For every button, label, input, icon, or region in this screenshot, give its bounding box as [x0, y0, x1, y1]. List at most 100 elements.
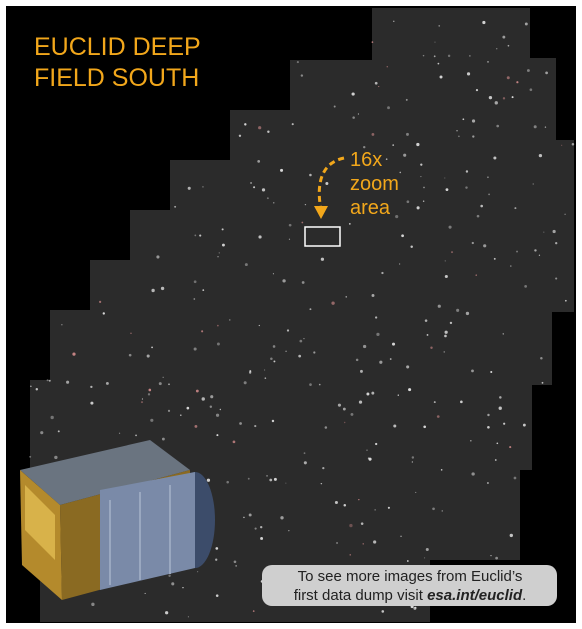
star — [147, 393, 151, 396]
star — [437, 304, 441, 308]
star — [296, 61, 299, 64]
star — [261, 188, 266, 192]
star — [206, 478, 211, 482]
star — [513, 476, 517, 480]
star — [552, 229, 556, 234]
star — [162, 376, 164, 378]
star — [524, 22, 528, 26]
star — [50, 415, 54, 420]
star — [423, 186, 425, 189]
star — [90, 385, 93, 389]
star — [343, 504, 347, 507]
star — [503, 422, 506, 425]
star — [285, 482, 287, 484]
star — [271, 419, 275, 423]
star — [386, 66, 388, 68]
caption-link: esa.int/euclid — [427, 587, 523, 604]
star — [540, 357, 543, 360]
title-line: EUCLID DEEP — [34, 33, 201, 61]
star — [320, 482, 323, 485]
star — [337, 403, 342, 407]
star — [187, 616, 189, 618]
star — [282, 279, 286, 283]
star — [387, 106, 390, 110]
star — [507, 44, 510, 47]
star — [299, 339, 303, 343]
star — [451, 251, 454, 254]
star — [460, 400, 463, 404]
star — [424, 557, 426, 559]
star — [545, 71, 548, 75]
star — [151, 288, 155, 293]
star — [400, 535, 402, 538]
star — [406, 132, 409, 136]
star — [141, 398, 144, 400]
star — [480, 204, 484, 208]
star — [408, 388, 412, 392]
star — [411, 461, 413, 463]
star — [397, 394, 399, 396]
star — [244, 123, 247, 126]
star — [202, 186, 204, 188]
star — [258, 235, 262, 239]
star — [443, 351, 445, 353]
satellite — [20, 440, 215, 600]
star — [258, 324, 260, 327]
star — [514, 207, 517, 210]
star — [288, 529, 290, 532]
star — [244, 263, 248, 267]
annotation-line: area — [350, 197, 391, 219]
star — [488, 96, 493, 100]
star — [387, 506, 390, 509]
star — [266, 197, 269, 200]
star — [406, 560, 409, 562]
star — [410, 245, 413, 248]
star — [424, 319, 428, 322]
star — [215, 558, 218, 561]
star — [471, 369, 474, 373]
star — [358, 498, 360, 501]
star — [303, 461, 307, 465]
star — [128, 353, 132, 357]
star — [266, 475, 268, 477]
star — [398, 263, 401, 265]
star — [362, 543, 364, 545]
star — [462, 118, 465, 121]
star — [448, 225, 452, 229]
star — [564, 213, 566, 216]
star — [288, 223, 292, 227]
star — [303, 452, 306, 455]
star — [425, 548, 429, 552]
star — [496, 442, 499, 445]
star — [90, 401, 94, 405]
star — [229, 319, 231, 321]
star — [374, 316, 378, 319]
star — [541, 381, 544, 384]
star — [555, 277, 558, 280]
star — [449, 321, 453, 325]
star — [506, 76, 510, 80]
star — [72, 352, 76, 356]
star — [509, 533, 513, 538]
star — [30, 385, 32, 388]
star — [249, 371, 252, 374]
star — [264, 369, 266, 371]
star — [433, 55, 436, 58]
star — [422, 54, 425, 57]
star — [35, 388, 39, 391]
star — [456, 308, 460, 312]
star — [217, 255, 219, 258]
star — [420, 163, 423, 166]
star — [441, 510, 443, 512]
star — [411, 456, 415, 459]
star — [471, 119, 476, 123]
star — [471, 472, 475, 476]
star — [496, 48, 498, 50]
star — [304, 203, 307, 206]
star — [158, 382, 162, 386]
star — [363, 145, 366, 149]
star — [215, 594, 219, 597]
star — [415, 491, 417, 493]
star — [272, 345, 276, 348]
